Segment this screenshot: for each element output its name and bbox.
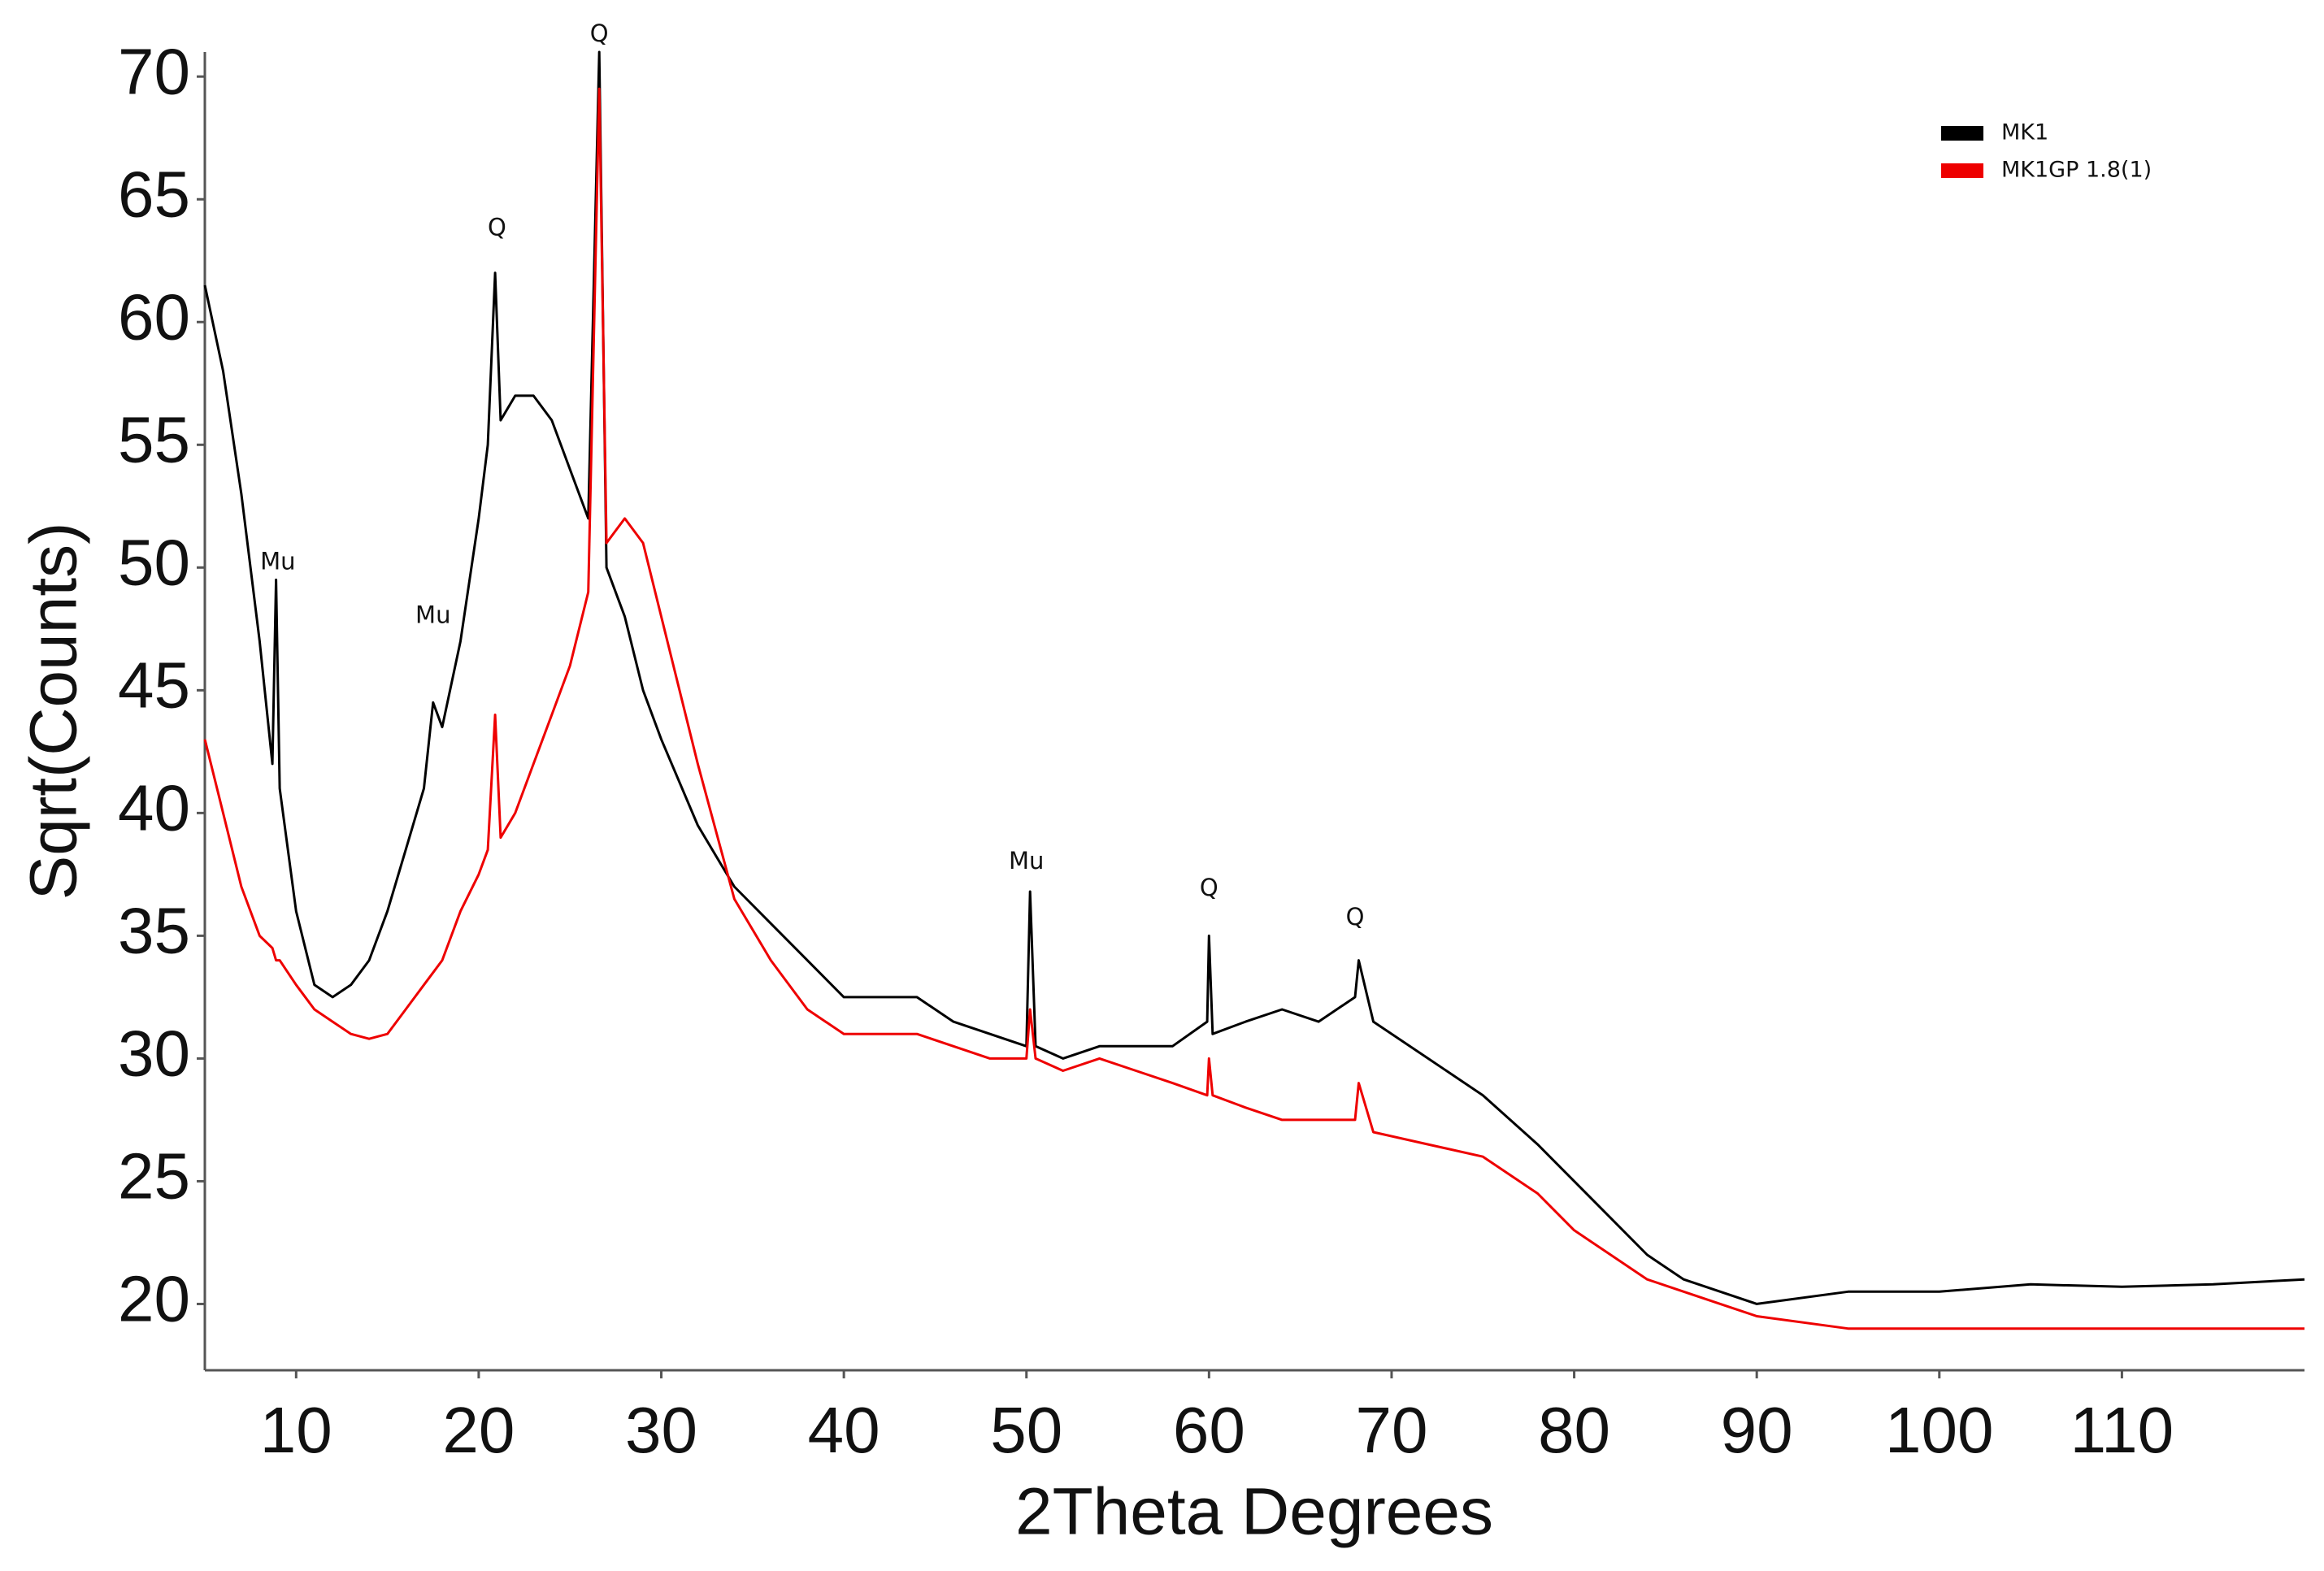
legend-label: MK1GP 1.8(1) bbox=[2001, 158, 2152, 183]
annotation: Mu bbox=[1009, 847, 1044, 874]
x-tick-label: 40 bbox=[808, 1394, 880, 1466]
x-tick-label: 30 bbox=[625, 1394, 697, 1466]
legend-swatch bbox=[1941, 126, 1983, 141]
y-tick-label: 30 bbox=[118, 1018, 190, 1090]
series-line bbox=[203, 87, 2304, 1330]
y-tick-label: 50 bbox=[118, 526, 190, 598]
y-tick-label: 60 bbox=[118, 280, 190, 353]
annotation: Q bbox=[1346, 903, 1365, 931]
x-tick-label: 60 bbox=[1173, 1394, 1245, 1466]
x-tick-label: 10 bbox=[260, 1394, 332, 1466]
x-tick-label: 100 bbox=[1885, 1394, 1993, 1466]
annotation: Q bbox=[590, 20, 609, 47]
y-tick-label: 25 bbox=[118, 1140, 190, 1213]
x-tick-label: 20 bbox=[442, 1394, 515, 1466]
y-tick-label: 55 bbox=[118, 403, 190, 475]
x-tick-label: 70 bbox=[1355, 1394, 1427, 1466]
x-tick-label: 90 bbox=[1721, 1394, 1793, 1466]
series-line bbox=[203, 50, 2305, 1305]
annotation: Q bbox=[1200, 874, 1218, 901]
y-tick-label: 40 bbox=[118, 771, 190, 844]
annotation: Mu bbox=[260, 547, 295, 575]
y-tick-label: 65 bbox=[118, 158, 190, 230]
annotation: Q bbox=[488, 213, 506, 241]
y-axis-title: Sqrt(Counts) bbox=[17, 523, 91, 901]
legend-label: MK1 bbox=[2001, 120, 2048, 145]
legend-swatch bbox=[1941, 163, 1983, 178]
annotation: Mu bbox=[415, 601, 450, 629]
x-tick-label: 50 bbox=[990, 1394, 1062, 1466]
y-tick-label: 70 bbox=[118, 35, 190, 107]
y-tick-label: 20 bbox=[118, 1263, 190, 1335]
y-tick-label: 35 bbox=[118, 894, 190, 966]
x-tick-label: 80 bbox=[1538, 1394, 1610, 1466]
y-tick-label: 45 bbox=[118, 649, 190, 721]
x-tick-label: 110 bbox=[2070, 1394, 2174, 1466]
x-axis-title: 2Theta Degrees bbox=[1015, 1475, 1493, 1549]
